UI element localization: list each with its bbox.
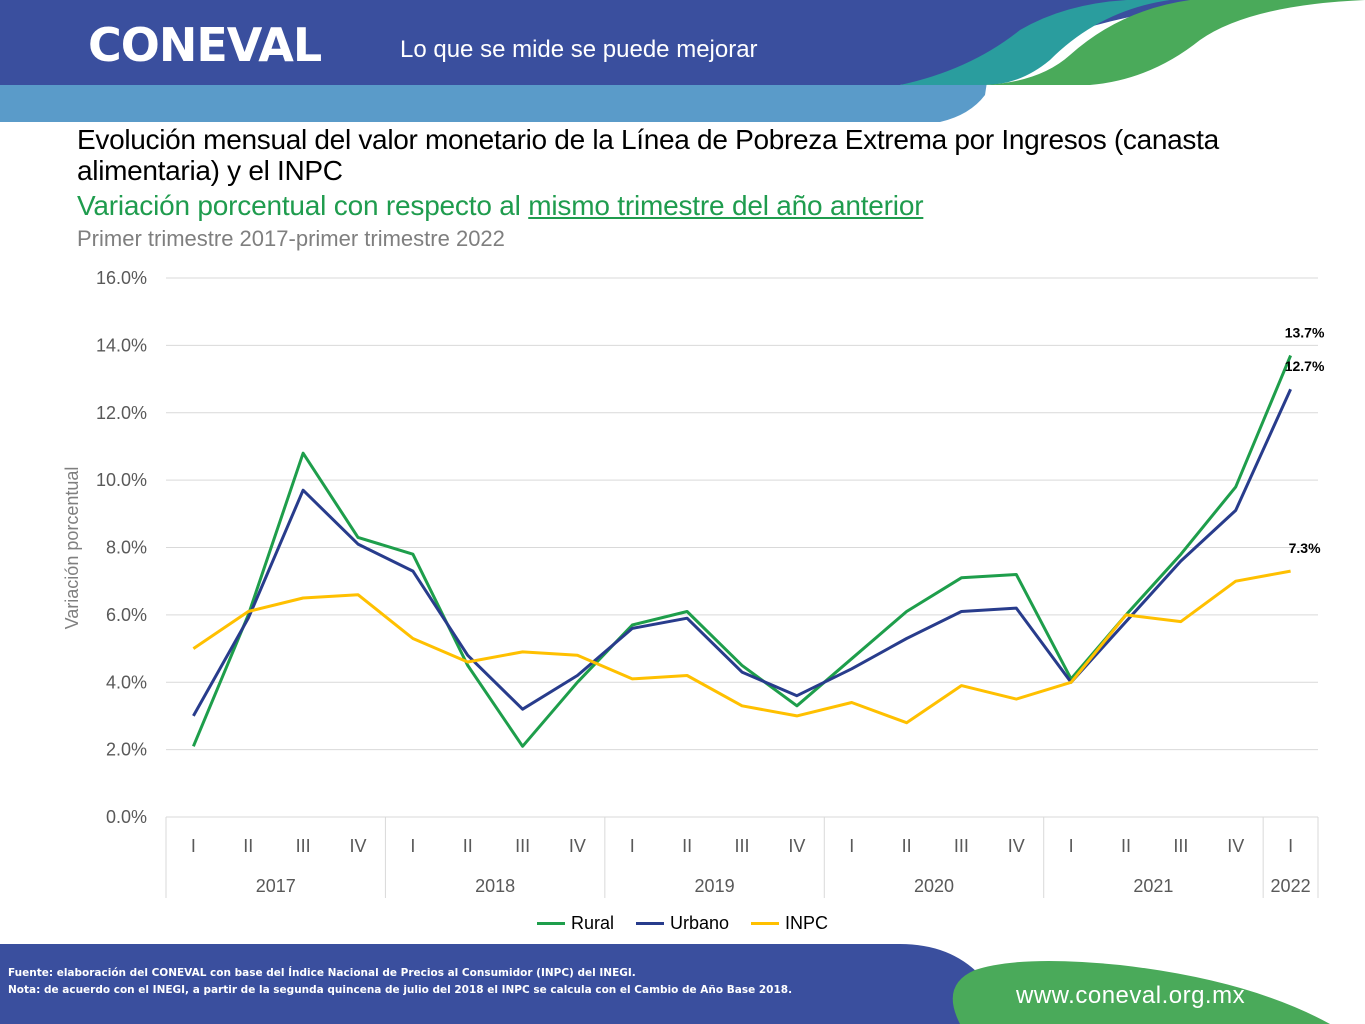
x-tick-label: III — [734, 836, 749, 856]
chart-period: Primer trimestre 2017-primer trimestre 2… — [77, 226, 505, 251]
x-tick-label: IV — [788, 836, 805, 856]
year-label: 2019 — [695, 876, 735, 896]
data-label-inpc: 7.3% — [1289, 540, 1321, 556]
coneval-logo: CONEVAL — [88, 18, 322, 72]
series-line-urbano — [192, 388, 1292, 717]
year-label: 2020 — [914, 876, 954, 896]
website-link[interactable]: www.coneval.org.mx — [1016, 982, 1246, 1009]
series-line-inpc — [192, 569, 1291, 725]
y-tick-label: 6.0% — [106, 605, 147, 625]
x-tick-label: III — [296, 836, 311, 856]
source-text: Fuente: elaboración del CONEVAL con base… — [8, 967, 636, 979]
y-tick-label: 4.0% — [106, 672, 147, 692]
legend-item-inpc: INPC — [751, 913, 828, 934]
legend-item-rural: Rural — [536, 913, 614, 934]
footer-banner — [0, 944, 1330, 1024]
y-axis-label: Variación porcentual — [62, 467, 82, 630]
x-tick-label: II — [902, 836, 912, 856]
x-tick-label: III — [515, 836, 530, 856]
legend-label: Rural — [570, 913, 614, 933]
tagline: Lo que se mide se puede mejorar — [400, 36, 758, 63]
legend-swatch — [635, 922, 664, 925]
x-tick-label: III — [1173, 836, 1188, 856]
year-label: 2021 — [1133, 876, 1173, 896]
x-tick-label: II — [682, 836, 692, 856]
x-tick-label: IV — [1227, 836, 1244, 856]
header-banner — [0, 0, 1365, 122]
x-tick-label: I — [630, 836, 635, 856]
x-tick-label: II — [243, 836, 253, 856]
data-label-rural: 13.7% — [1285, 324, 1325, 340]
legend-swatch — [536, 922, 565, 925]
x-tick-label: I — [849, 836, 854, 856]
x-tick-label: I — [410, 836, 415, 856]
series-line-rural — [192, 354, 1292, 748]
note-text: Nota: de acuerdo con el INEGI, a partir … — [8, 984, 793, 996]
data-label-urbano: 12.7% — [1285, 358, 1325, 374]
y-tick-label: 16.0% — [96, 268, 147, 288]
x-tick-label: IV — [1008, 836, 1025, 856]
y-tick-label: 0.0% — [106, 807, 147, 827]
legend-swatch — [751, 922, 780, 925]
y-tick-label: 14.0% — [96, 335, 147, 355]
y-tick-label: 8.0% — [106, 538, 147, 558]
subtitle-link: mismo trimestre del año anterior — [528, 190, 924, 221]
y-tick-label: 2.0% — [106, 740, 147, 760]
line-chart: 0.0% 2.0% 4.0% 6.0% 8.0% 10.0% 12.0% 14.0% 16.0%… — [62, 268, 1325, 898]
x-tick-label: I — [1069, 836, 1074, 856]
year-label: 2017 — [256, 876, 296, 896]
x-tick-label: IV — [569, 836, 586, 856]
footer-source: Fuente: elaboración del CONEVAL con base… — [8, 965, 792, 999]
legend-item-urbano: Urbano — [635, 913, 730, 934]
legend-label: Urbano — [669, 913, 730, 933]
subtitle-prefix: Variación porcentual con respecto al — [77, 190, 529, 221]
y-tick-label: 10.0% — [96, 470, 147, 490]
x-tick-label: IV — [349, 836, 366, 856]
x-tick-label: II — [463, 836, 473, 856]
year-label: 2018 — [475, 876, 515, 896]
x-tick-label: I — [191, 836, 196, 856]
x-tick-label: II — [1121, 836, 1131, 856]
legend-label: INPC — [785, 913, 829, 933]
x-tick-label: I — [1288, 836, 1293, 856]
chart-legend: Rural Urbano INPC — [0, 913, 1365, 934]
x-tick-label: III — [954, 836, 969, 856]
chart-subtitle: Variación porcentual con respecto al mis… — [77, 190, 924, 222]
year-label: 2022 — [1271, 876, 1311, 896]
chart-title: Evolución mensual del valor monetario de… — [77, 124, 1219, 186]
y-tick-label: 12.0% — [96, 403, 147, 423]
